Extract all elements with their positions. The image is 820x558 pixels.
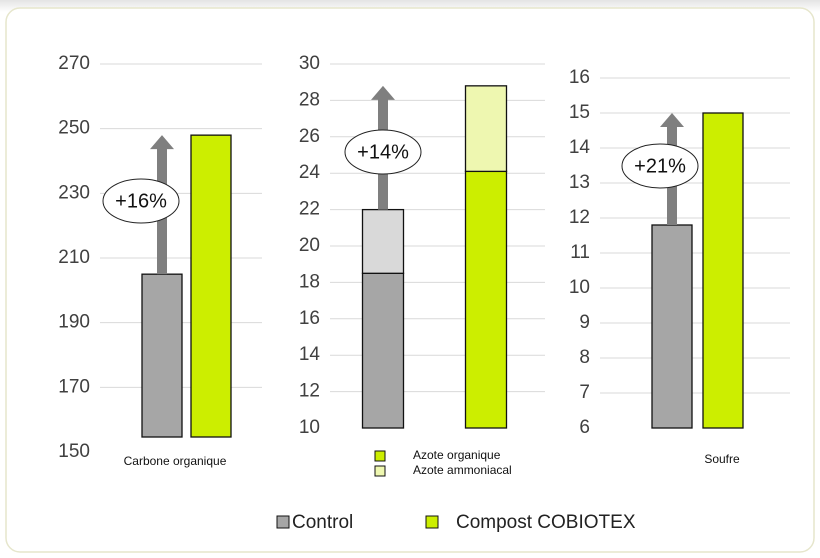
y-tick-label: 16 <box>299 308 320 329</box>
annotation-bubble <box>621 143 699 189</box>
annotation: +16% <box>115 190 167 212</box>
y-tick-label: 24 <box>299 162 321 183</box>
y-tick-label: 230 <box>58 182 90 203</box>
y-tick-label: 13 <box>569 172 590 193</box>
arrow-head <box>660 113 684 127</box>
bar-segment <box>464 85 508 173</box>
bar <box>190 134 232 438</box>
y-tick-label: 6 <box>579 417 590 438</box>
annotation: +14% <box>357 141 409 163</box>
y-tick-label: 26 <box>299 126 320 147</box>
y-tick-label: 16 <box>569 67 590 88</box>
annotation: +21% <box>634 155 686 177</box>
bar-segment <box>361 272 405 429</box>
y-tick-label: 22 <box>299 199 320 220</box>
bar-segment <box>361 208 405 274</box>
legend-swatch <box>276 515 290 529</box>
x-axis-label: Soufre <box>704 452 740 466</box>
bar <box>702 112 744 429</box>
y-tick-label: 170 <box>58 376 90 397</box>
y-tick-label: 15 <box>569 102 590 123</box>
y-tick-label: 12 <box>299 381 320 402</box>
y-tick-label: 12 <box>569 207 590 228</box>
y-tick-label: 20 <box>299 235 320 256</box>
legend-label: Compost COBIOTEX <box>456 512 636 533</box>
annotation-bubble <box>344 129 422 175</box>
bar <box>141 273 183 438</box>
legend-swatch <box>425 515 439 529</box>
legend-swatch <box>374 465 386 477</box>
x-axis-label: Carbone organique <box>124 454 227 468</box>
annotation-bubble <box>102 178 180 224</box>
y-tick-label: 18 <box>299 271 320 292</box>
y-tick-label: 11 <box>570 242 590 263</box>
panel <box>5 7 815 553</box>
y-tick-label: 10 <box>299 417 320 438</box>
y-tick-label: 150 <box>58 441 90 462</box>
arrow-head <box>150 135 174 150</box>
y-tick-label: 7 <box>579 382 590 403</box>
y-tick-label: 28 <box>299 89 320 110</box>
legend-swatch <box>374 450 386 462</box>
y-tick-label: 190 <box>58 312 90 333</box>
bar-segment <box>464 170 508 429</box>
legend-label: Azote ammoniacal <box>413 463 512 477</box>
y-tick-label: 30 <box>299 53 320 74</box>
arrow-head <box>371 85 395 100</box>
y-tick-label: 210 <box>58 247 90 268</box>
y-tick-label: 10 <box>569 277 590 298</box>
y-tick-label: 270 <box>58 53 90 74</box>
y-tick-label: 14 <box>569 137 591 158</box>
y-tick-label: 8 <box>579 347 590 368</box>
y-tick-label: 9 <box>579 312 590 333</box>
y-tick-label: 14 <box>299 344 321 365</box>
y-tick-label: 250 <box>58 118 90 139</box>
bar <box>651 224 693 429</box>
legend-label: Azote organique <box>413 448 501 462</box>
legend-label: Control <box>292 512 353 533</box>
